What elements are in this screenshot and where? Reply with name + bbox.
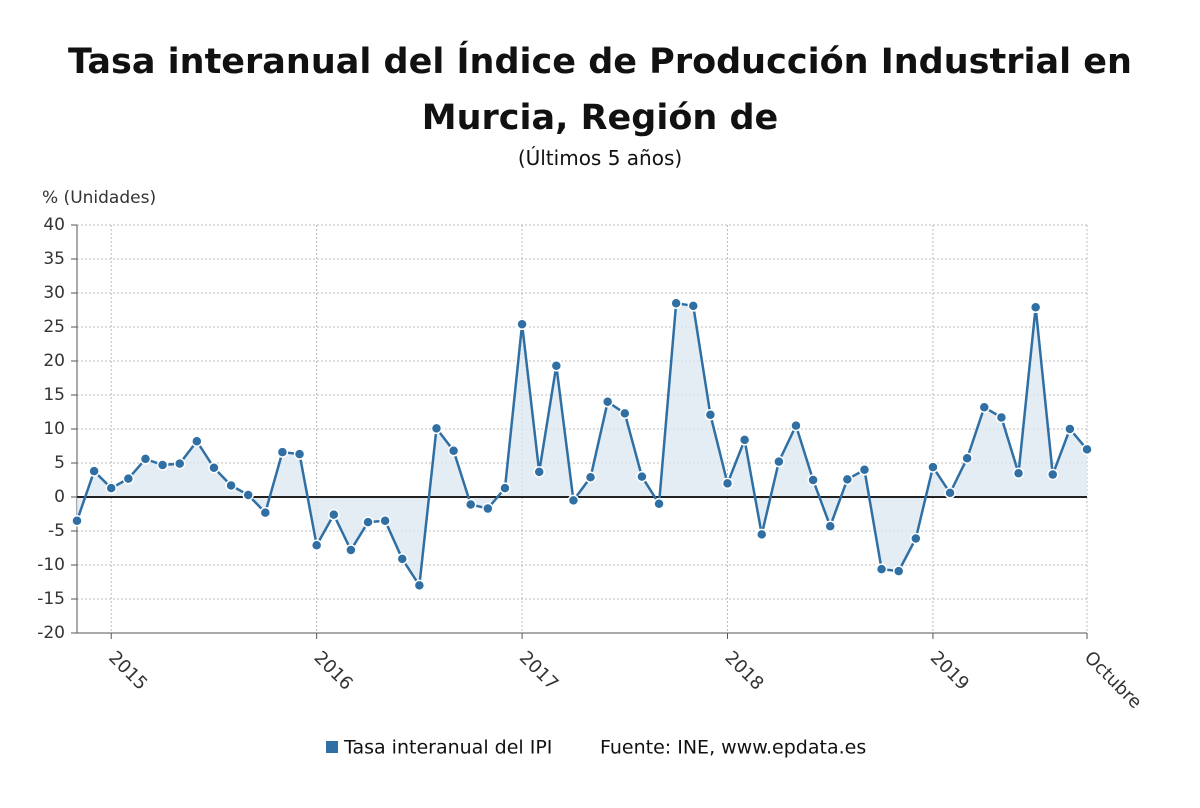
point (738, 434, 751, 446)
point (841, 473, 854, 486)
point (636, 470, 648, 483)
area (77, 303, 1087, 586)
point (687, 300, 700, 312)
point (567, 494, 580, 507)
point (995, 411, 1008, 424)
point (345, 544, 357, 556)
point (875, 563, 888, 575)
point (978, 401, 991, 413)
point (721, 477, 734, 490)
point (927, 461, 939, 473)
point (670, 297, 682, 309)
y-tick-label: 35 (43, 249, 65, 269)
point (653, 498, 665, 510)
point (242, 489, 254, 501)
point (704, 408, 717, 421)
point (310, 539, 323, 552)
y-tick-label: 0 (54, 487, 65, 507)
point (105, 482, 117, 494)
point (533, 466, 545, 478)
point (1047, 468, 1059, 481)
source: Fuente: INE, www.epdata.es (600, 737, 866, 759)
point (173, 457, 186, 470)
x-tick-label: 2015 (104, 647, 151, 694)
point (464, 498, 477, 511)
point (550, 360, 563, 372)
y-tick-label: 15 (43, 385, 65, 405)
x-tick-label: 2017 (515, 647, 562, 694)
point (807, 474, 819, 486)
point (499, 482, 511, 494)
point (773, 455, 785, 468)
point (208, 462, 220, 474)
point (601, 396, 614, 408)
point (1064, 423, 1076, 435)
point (139, 453, 152, 465)
y-tick-label: 10 (43, 419, 65, 439)
point (584, 471, 597, 484)
line (75, 301, 1088, 590)
point (1029, 301, 1042, 314)
legend-label: Tasa interanual del IPI (343, 737, 552, 759)
point (482, 502, 494, 515)
point (328, 508, 340, 521)
point (755, 528, 768, 541)
point (413, 579, 426, 592)
x-tick-label: 2019 (926, 647, 973, 694)
point (430, 422, 443, 435)
point (191, 435, 203, 447)
point (71, 515, 83, 527)
point (447, 445, 460, 457)
y-tick-label: 25 (43, 317, 65, 337)
point (259, 506, 272, 519)
point (1081, 443, 1093, 456)
y-tick-label: -10 (37, 555, 65, 575)
point (362, 516, 374, 528)
point (516, 318, 528, 331)
y-axis-label: % (Unidades) (42, 188, 156, 208)
y-tick-label: 20 (43, 351, 65, 371)
x-tick-label: 2016 (310, 647, 357, 694)
point (276, 446, 289, 458)
point (156, 459, 169, 471)
chart-title: Tasa interanual del Índice de Producción… (68, 42, 1132, 138)
point (892, 565, 905, 577)
y-tick-label: -15 (37, 589, 65, 609)
y-tick-label: 30 (43, 283, 65, 303)
point (961, 452, 973, 464)
point (396, 553, 409, 565)
y-tick-label: 40 (43, 215, 65, 235)
point (88, 465, 100, 477)
chart-subtitle: (Últimos 5 años) (517, 146, 683, 170)
point (619, 407, 631, 420)
point (1012, 467, 1025, 479)
point (379, 515, 391, 527)
point (910, 532, 922, 545)
point (790, 419, 802, 432)
point (225, 479, 237, 492)
point (824, 520, 836, 532)
point (944, 487, 956, 499)
point (293, 448, 306, 460)
y-tick-label: -5 (48, 521, 65, 541)
y-tick-label: -20 (37, 623, 65, 643)
x-tick-label: 2018 (720, 647, 767, 694)
point (858, 464, 871, 476)
point (122, 472, 135, 485)
legend-swatch (326, 741, 338, 753)
y-tick-label: 5 (54, 453, 65, 473)
x-tick-label: Octubre (1080, 647, 1146, 713)
